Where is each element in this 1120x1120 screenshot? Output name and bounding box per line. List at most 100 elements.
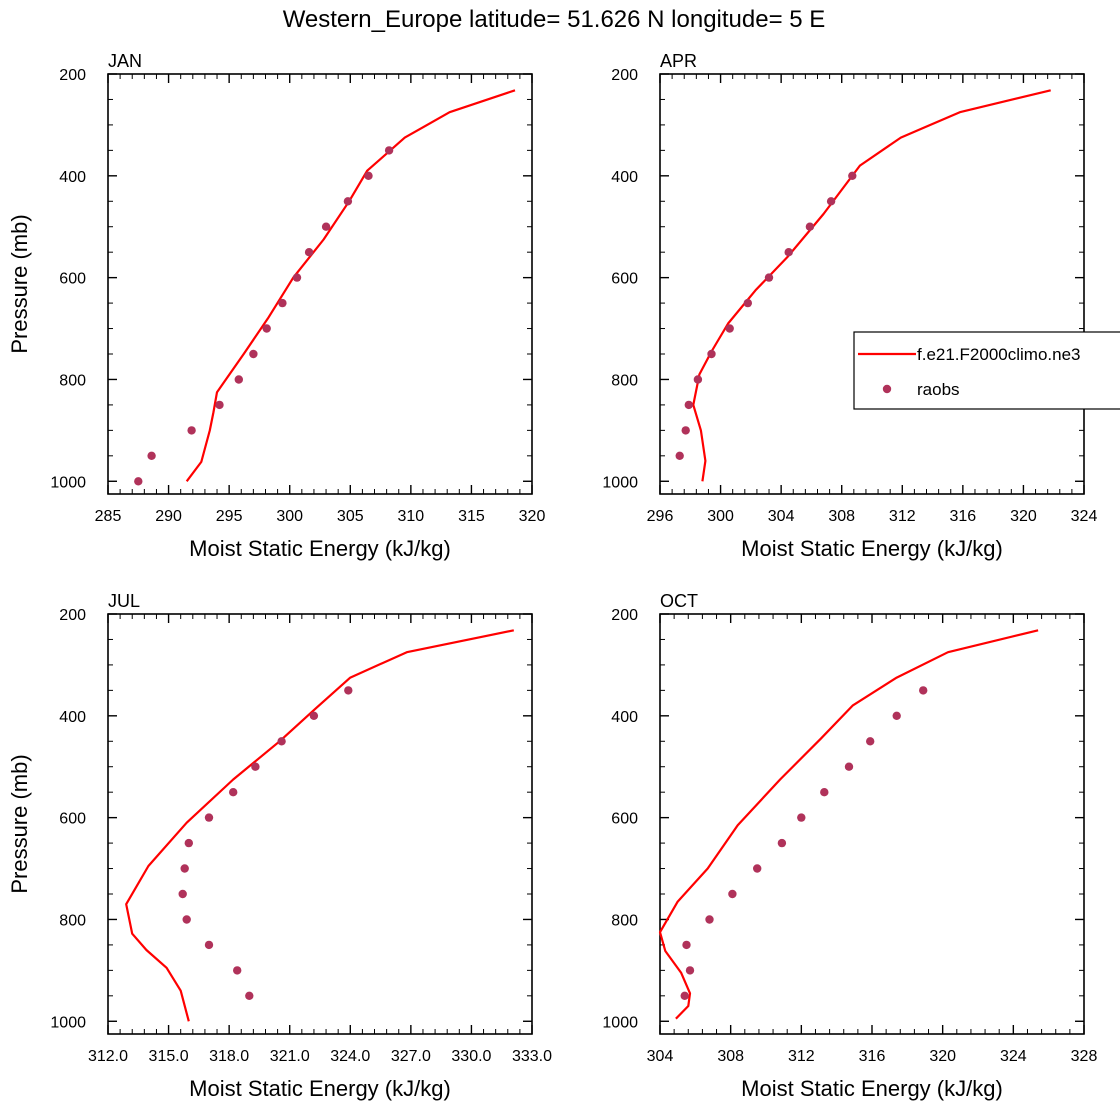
obs-point: [234, 375, 243, 384]
y-tick-label: 800: [611, 372, 638, 389]
obs-point: [304, 248, 314, 257]
obs-point: [777, 838, 787, 848]
x-tick-label: 305: [337, 508, 364, 525]
obs-point: [685, 966, 695, 975]
obs-point: [753, 864, 762, 873]
x-tick-label: 295: [216, 508, 243, 525]
x-tick-label: 304: [647, 1048, 674, 1065]
x-tick-label: 308: [717, 1048, 744, 1065]
chart-panel-oct: OCT 304 308 312 316 320 324 328 200 400 600 800 1000…: [602, 591, 1097, 1101]
obs-point: [262, 324, 271, 333]
x-tick-label: 312: [889, 508, 916, 525]
x-axis-label: Moist Static Energy (kJ/kg): [741, 1076, 1003, 1101]
series-line-model: [692, 89, 1051, 482]
y-tick-label: 400: [59, 709, 86, 726]
obs-point: [180, 864, 189, 873]
x-tick-label: 316: [950, 508, 977, 525]
obs-point: [866, 737, 875, 746]
x-tick-label: 333.0: [512, 1048, 552, 1065]
obs-point: [187, 426, 196, 435]
figure-title: Western_Europe latitude= 51.626 N longit…: [283, 6, 826, 33]
obs-point: [134, 477, 143, 486]
x-axis-label: Moist Static Energy (kJ/kg): [189, 1076, 451, 1101]
y-axis-label: Pressure (mb): [7, 754, 32, 893]
obs-point: [277, 737, 286, 746]
obs-point: [147, 451, 156, 460]
obs-point: [680, 991, 689, 1000]
obs-point: [182, 915, 191, 924]
obs-point: [784, 248, 793, 257]
chart-panel-apr: APR 296 300 304 308 312 316 320 324 200 400 600 800 1…: [602, 51, 1097, 561]
obs-point: [184, 838, 193, 848]
obs-point: [204, 940, 214, 950]
obs-point: [764, 273, 774, 282]
series-line-model: [125, 629, 515, 1022]
chart-panels: JAN 285 290 295 300 305 310 315 320 200 400 600 800 1…: [7, 51, 1097, 1101]
y-tick-label: 800: [59, 912, 86, 929]
chart-panel-jul: JUL 312.0 315.0 318.0 321.0 324.0 327.0 330.0 33…: [7, 591, 552, 1101]
obs-point: [743, 298, 752, 308]
y-tick-label: 200: [59, 607, 86, 624]
obs-point: [384, 146, 394, 155]
obs-point: [229, 788, 238, 797]
obs-point: [215, 400, 224, 410]
legend-dot-marker: [882, 384, 892, 394]
y-tick-label: 600: [59, 811, 86, 828]
obs-point: [204, 813, 214, 822]
y-tick-label: 200: [59, 67, 86, 84]
obs-point: [321, 222, 331, 231]
obs-point: [364, 171, 373, 180]
obs-point: [725, 324, 734, 333]
y-axis-label: Pressure (mb): [7, 214, 32, 353]
obs-point: [705, 915, 714, 924]
obs-point: [178, 889, 187, 899]
x-tick-label: 318.0: [209, 1048, 249, 1065]
x-tick-label: 304: [768, 508, 795, 525]
x-tick-label: 328: [1071, 1048, 1098, 1065]
x-tick-label: 320: [929, 1048, 956, 1065]
x-tick-label: 308: [828, 508, 855, 525]
obs-point: [797, 813, 806, 822]
y-tick-label: 1000: [602, 474, 638, 491]
x-tick-label: 285: [95, 508, 122, 525]
plot-frame: [659, 613, 1085, 1035]
x-tick-label: 330.0: [451, 1048, 491, 1065]
obs-point: [278, 298, 287, 308]
y-tick-label: 600: [611, 271, 638, 288]
obs-point: [309, 711, 319, 720]
x-tick-label: 312: [788, 1048, 815, 1065]
obs-point: [848, 171, 857, 180]
y-tick-label: 200: [611, 607, 638, 624]
x-tick-label: 321.0: [270, 1048, 310, 1065]
x-tick-label: 312.0: [88, 1048, 128, 1065]
y-tick-label: 400: [611, 169, 638, 186]
x-tick-label: 320: [519, 508, 546, 525]
x-tick-label: 310: [398, 508, 425, 525]
obs-point: [233, 966, 242, 975]
x-axis-label: Moist Static Energy (kJ/kg): [741, 536, 1003, 561]
legend: f.e21.F2000climo.ne3 raobs: [853, 331, 1120, 410]
obs-point: [251, 762, 260, 771]
obs-point: [844, 762, 854, 771]
y-tick-label: 1000: [50, 1014, 86, 1031]
panel-title: APR: [660, 51, 697, 71]
obs-point: [805, 222, 815, 231]
x-tick-label: 300: [707, 508, 734, 525]
obs-point: [675, 451, 684, 460]
obs-point: [292, 273, 302, 282]
x-axis-label: Moist Static Energy (kJ/kg): [189, 536, 451, 561]
obs-point: [820, 788, 829, 797]
y-tick-label: 800: [59, 372, 86, 389]
y-tick-label: 600: [611, 811, 638, 828]
series-line-model: [185, 89, 516, 482]
obs-point: [892, 711, 901, 720]
x-tick-label: 320: [1010, 508, 1037, 525]
panel-title: JUL: [108, 591, 140, 611]
obs-point: [681, 426, 690, 435]
x-tick-label: 324: [1071, 508, 1098, 525]
chart-panel-jan: JAN 285 290 295 300 305 310 315 320 200 400 600 800 1…: [7, 51, 545, 561]
x-tick-label: 316: [859, 1048, 886, 1065]
obs-point: [684, 400, 693, 410]
plot-frame: [107, 73, 533, 495]
obs-point: [707, 349, 716, 359]
